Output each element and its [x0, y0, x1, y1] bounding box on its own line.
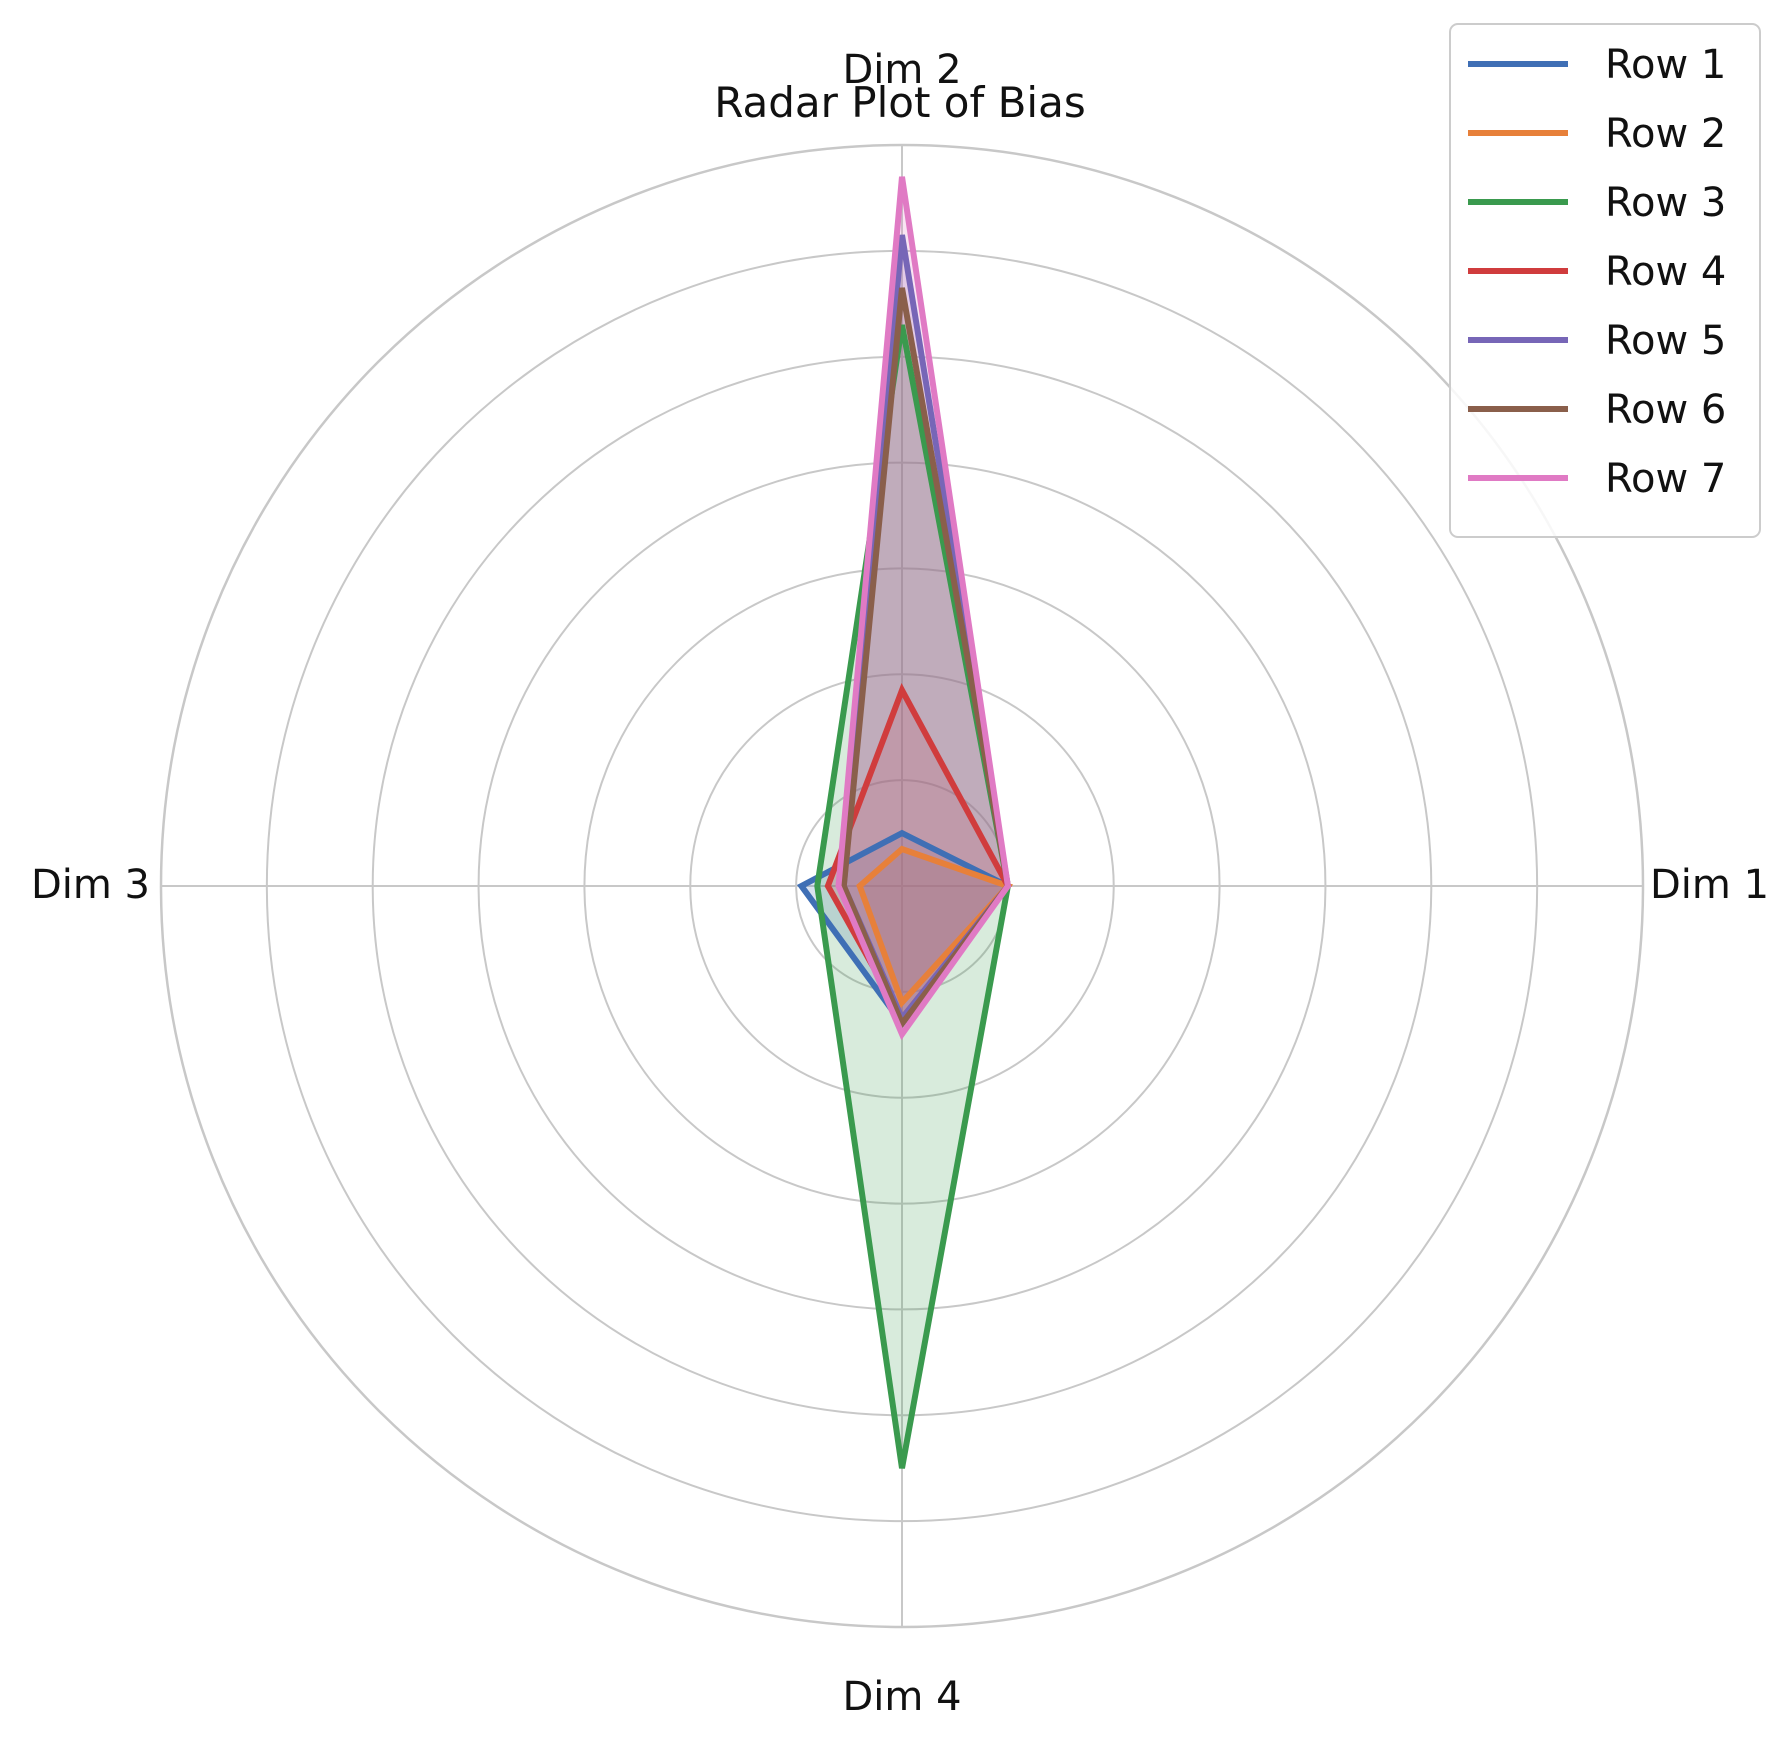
- legend-label-6: Row 6: [1605, 387, 1726, 433]
- chart-title: Radar Plot of Bias: [714, 78, 1085, 127]
- series-line-7: [835, 176, 1012, 1041]
- legend-label-5: Row 5: [1605, 318, 1726, 364]
- axis-labels: Dim 1 Dim 2 Dim 3 Dim 4: [31, 47, 1769, 1720]
- legend-label-3: Row 3: [1605, 180, 1726, 226]
- series-fill-2: [859, 849, 1008, 1003]
- axis-label-dim-1: Dim 1: [1650, 862, 1769, 908]
- legend-label-7: Row 7: [1605, 456, 1726, 502]
- series-line-2: [856, 845, 1014, 1009]
- series-line-3: [814, 324, 1011, 1469]
- legend: Row 1 Row 2 Row 3 Row 4 Row 5 Row 6 Row 7: [1449, 23, 1761, 538]
- legend-label-4: Row 4: [1605, 249, 1726, 295]
- axis-label-dim-3: Dim 3: [31, 862, 150, 908]
- series-lines: [796, 176, 1014, 1469]
- axis-label-dim-4: Dim 4: [842, 1674, 961, 1720]
- series-fill-1: [801, 833, 1008, 1024]
- legend-label-2: Row 2: [1605, 111, 1726, 157]
- legend-label-1: Row 1: [1605, 42, 1726, 88]
- series-line-6: [840, 287, 1012, 1030]
- axis-label-dim-2: Dim 2: [842, 47, 961, 93]
- series-fill-7: [838, 176, 1008, 1035]
